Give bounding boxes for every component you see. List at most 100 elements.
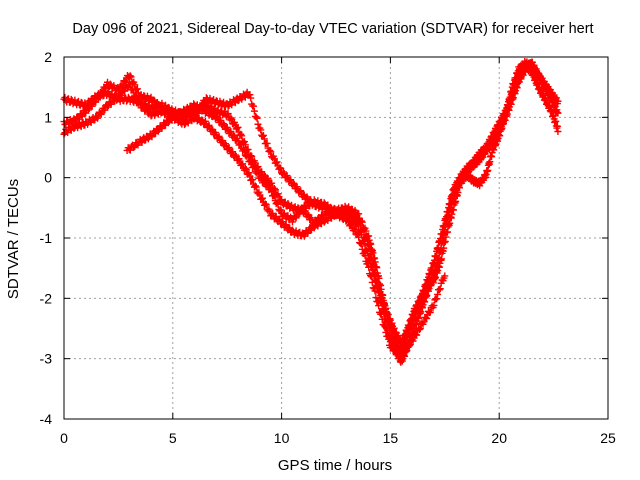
data-point bbox=[220, 120, 228, 128]
data-point bbox=[330, 207, 338, 215]
data-point bbox=[230, 131, 238, 139]
data-point bbox=[554, 128, 562, 136]
data-point bbox=[263, 139, 271, 147]
data-point bbox=[106, 80, 114, 88]
data-point bbox=[413, 331, 421, 339]
x-tick-label: 15 bbox=[383, 430, 399, 446]
data-point bbox=[554, 109, 562, 117]
data-point bbox=[441, 272, 449, 280]
data-point bbox=[263, 180, 271, 188]
data-point bbox=[247, 156, 255, 164]
data-point bbox=[399, 351, 407, 359]
data-point bbox=[406, 341, 414, 349]
data-point bbox=[254, 120, 262, 128]
data-point bbox=[287, 176, 295, 184]
data-point bbox=[130, 143, 138, 151]
data-point bbox=[126, 72, 134, 80]
data-point bbox=[366, 272, 374, 280]
y-tick-label: -1 bbox=[40, 230, 53, 246]
data-point bbox=[266, 146, 274, 154]
data-point bbox=[426, 308, 434, 316]
data-point bbox=[279, 168, 287, 176]
data-point bbox=[347, 220, 355, 228]
y-axis-label: SDTVAR / TECUs bbox=[5, 179, 22, 299]
data-point bbox=[372, 294, 380, 302]
data-point bbox=[237, 130, 245, 138]
data-point bbox=[297, 187, 305, 195]
data-point bbox=[362, 227, 370, 235]
data-point bbox=[234, 123, 242, 131]
x-tick-label: 25 bbox=[600, 430, 616, 446]
data-point bbox=[273, 158, 281, 166]
data-point bbox=[358, 245, 366, 253]
data-point bbox=[159, 106, 167, 114]
data-point bbox=[357, 240, 365, 248]
y-tick-label: -2 bbox=[40, 290, 53, 306]
data-point bbox=[267, 184, 275, 192]
data-point bbox=[378, 315, 386, 323]
x-tick-label: 10 bbox=[274, 430, 290, 446]
data-point bbox=[150, 96, 158, 104]
series-track-d bbox=[123, 100, 449, 360]
x-axis-label: GPS time / hours bbox=[278, 457, 392, 474]
data-point bbox=[275, 215, 283, 223]
data-point bbox=[238, 132, 246, 140]
data-point bbox=[239, 160, 247, 168]
data-point bbox=[350, 216, 358, 224]
data-point bbox=[358, 218, 366, 226]
data-point bbox=[268, 179, 276, 187]
data-point bbox=[277, 164, 285, 172]
data-point bbox=[361, 251, 369, 259]
data-point bbox=[283, 172, 291, 180]
data-point bbox=[224, 110, 232, 118]
data-point bbox=[259, 131, 267, 139]
data-point bbox=[423, 315, 431, 323]
data-layer bbox=[60, 57, 562, 366]
x-tick-label: 0 bbox=[60, 430, 68, 446]
data-point bbox=[316, 216, 324, 224]
data-point bbox=[304, 210, 312, 218]
data-point bbox=[257, 173, 265, 181]
data-point bbox=[224, 102, 232, 110]
data-point bbox=[364, 260, 372, 268]
data-point bbox=[340, 213, 348, 221]
data-point bbox=[435, 286, 443, 294]
data-point bbox=[249, 102, 257, 110]
data-point bbox=[121, 87, 129, 95]
data-point bbox=[84, 106, 92, 114]
data-point bbox=[252, 183, 260, 191]
data-point bbox=[225, 143, 233, 151]
data-point bbox=[350, 225, 358, 233]
data-point bbox=[104, 103, 112, 111]
data-point bbox=[235, 155, 243, 163]
y-tick-label: 1 bbox=[44, 109, 52, 125]
data-point bbox=[208, 125, 216, 133]
data-point bbox=[241, 164, 249, 172]
data-point bbox=[250, 107, 258, 115]
data-point bbox=[382, 328, 390, 336]
data-point bbox=[127, 73, 135, 81]
data-point bbox=[274, 200, 282, 208]
data-point bbox=[246, 91, 254, 99]
data-point bbox=[191, 113, 199, 121]
data-point bbox=[210, 110, 218, 118]
data-point bbox=[357, 217, 365, 225]
data-point bbox=[368, 278, 376, 286]
data-point bbox=[430, 301, 438, 309]
data-point bbox=[188, 105, 196, 113]
data-point bbox=[94, 94, 102, 102]
data-point bbox=[181, 121, 189, 129]
data-point bbox=[126, 81, 134, 89]
data-point bbox=[354, 220, 362, 228]
data-point bbox=[249, 176, 257, 184]
data-point bbox=[213, 112, 221, 120]
y-tick-label: -4 bbox=[40, 411, 53, 427]
data-point bbox=[253, 114, 261, 122]
data-point bbox=[240, 138, 248, 146]
x-tick-label: 20 bbox=[491, 430, 507, 446]
chart-title: Day 096 of 2021, Sidereal Day-to-day VTE… bbox=[72, 21, 593, 37]
data-point bbox=[247, 94, 255, 102]
data-point bbox=[246, 172, 254, 180]
data-point bbox=[292, 214, 300, 222]
data-point bbox=[260, 135, 268, 143]
